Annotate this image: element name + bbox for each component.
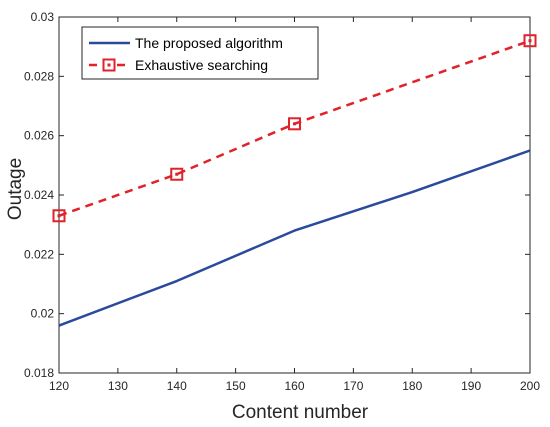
legend-entry-label: Exhaustive searching xyxy=(135,57,268,73)
y-tick-label: 0.026 xyxy=(24,129,54,143)
y-tick-label: 0.024 xyxy=(24,188,54,202)
x-tick-label: 190 xyxy=(461,379,481,393)
x-tick-label: 130 xyxy=(108,379,128,393)
y-tick-label: 0.03 xyxy=(31,10,55,24)
x-tick-label: 120 xyxy=(49,379,69,393)
y-axis-label: Outage xyxy=(5,158,26,220)
data-point-center xyxy=(293,122,296,126)
series-line-1 xyxy=(58,149,531,327)
y-tick-label: 0.022 xyxy=(24,247,54,261)
y-tick-label: 0.028 xyxy=(24,69,54,83)
legend-marker-center xyxy=(107,63,111,67)
legend: The proposed algorithm Exhaustive searchi… xyxy=(81,26,319,80)
data-point xyxy=(170,167,184,181)
legend-entry-label: The proposed algorithm xyxy=(135,35,283,51)
y-tick-label: 0.018 xyxy=(24,366,54,380)
x-tick-label: 140 xyxy=(167,379,187,393)
x-tick-label: 170 xyxy=(343,379,363,393)
data-point-center xyxy=(57,214,61,218)
x-axis-label: Content number xyxy=(232,402,369,423)
y-tick-label: 0.02 xyxy=(31,307,55,321)
x-tick-label: 180 xyxy=(402,379,422,393)
data-point-center xyxy=(175,172,179,176)
data-point xyxy=(52,209,66,223)
x-tick-label: 150 xyxy=(226,379,246,393)
data-point-center xyxy=(528,39,532,43)
series-line-2 xyxy=(58,39,531,217)
data-point xyxy=(523,34,537,48)
data-point xyxy=(288,117,301,131)
x-tick-label: 160 xyxy=(284,379,304,393)
x-tick-label: 200 xyxy=(520,379,540,393)
legend-box xyxy=(81,26,319,80)
